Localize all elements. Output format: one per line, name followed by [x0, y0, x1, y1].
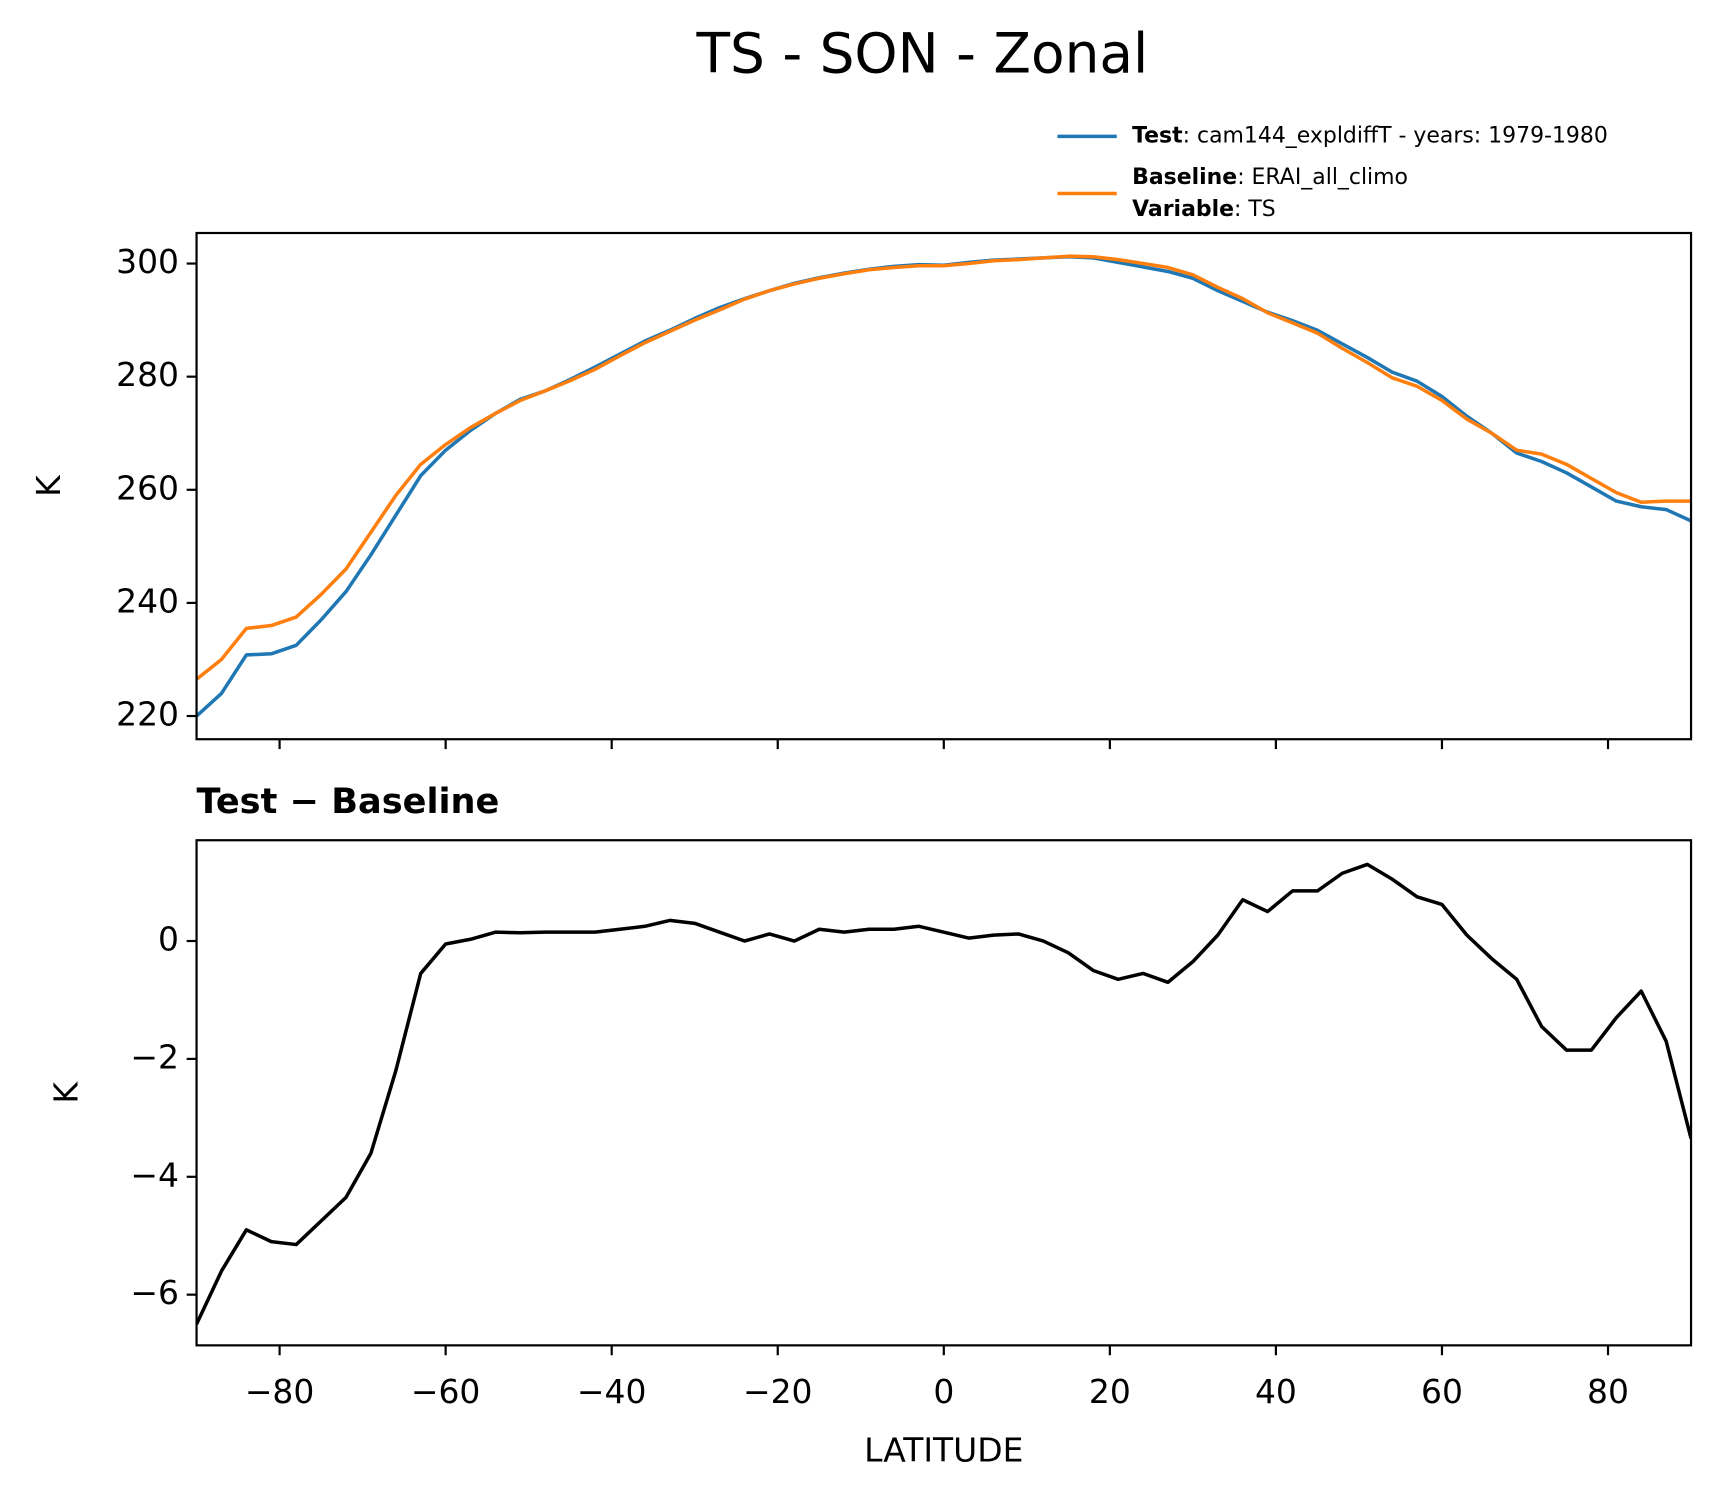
x-tick-label: 20 — [1089, 1372, 1131, 1411]
y-tick-label: 260 — [116, 468, 179, 507]
legend-entry: Test: cam144_expldiffT - years: 1979-198… — [1132, 123, 1608, 148]
x-tick-label: −80 — [245, 1372, 315, 1411]
x-tick-label: −20 — [743, 1372, 813, 1411]
y-tick-label: −2 — [130, 1037, 179, 1076]
legend-name: Test — [1132, 123, 1183, 148]
legend-detail: : cam144_expldiffT - years: 1979-1980 — [1183, 123, 1608, 148]
x-tick-label: 60 — [1421, 1372, 1463, 1411]
data-line — [196, 254, 1692, 681]
legend-entry: Variable: TS — [1132, 197, 1276, 222]
x-tick-label: −40 — [577, 1372, 647, 1411]
x-tick-label: 80 — [1587, 1372, 1629, 1411]
y-tick-label: 220 — [116, 695, 179, 734]
x-axis-label: LATITUDE — [864, 1430, 1023, 1469]
legend-detail: : ERAI_all_climo — [1237, 165, 1408, 190]
x-tick-label: 0 — [933, 1372, 954, 1411]
x-tick-label: 40 — [1255, 1372, 1297, 1411]
subplot-title: Test − Baseline — [197, 781, 500, 822]
y-axis-label: K — [47, 1081, 86, 1104]
figure-title: TS - SON - Zonal — [696, 21, 1149, 85]
legend-name: Baseline — [1132, 165, 1237, 190]
legend-entry: Baseline: ERAI_all_climo — [1132, 165, 1408, 190]
x-tick-label: −60 — [411, 1372, 481, 1411]
y-tick-label: −4 — [130, 1155, 179, 1194]
y-axis-label: K — [29, 474, 68, 497]
y-tick-label: 280 — [116, 355, 179, 394]
legend-name: Variable — [1132, 197, 1234, 222]
y-tick-label: −6 — [130, 1273, 179, 1312]
y-tick-label: 240 — [116, 581, 179, 620]
legend-detail: : TS — [1234, 197, 1276, 222]
y-tick-label: 300 — [116, 242, 179, 281]
data-line — [196, 862, 1692, 1325]
y-tick-label: 0 — [158, 920, 179, 959]
